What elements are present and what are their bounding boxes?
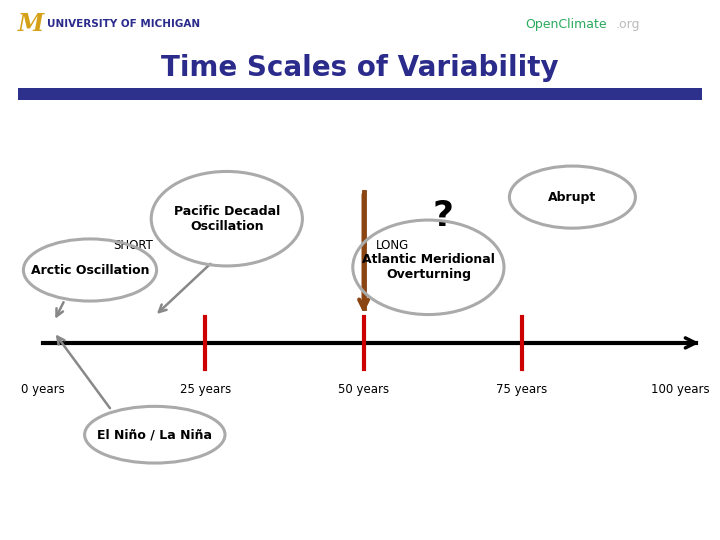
Text: 75 years: 75 years (496, 383, 548, 396)
Text: Pacific Decadal
Oscillation: Pacific Decadal Oscillation (174, 205, 280, 233)
Text: 50 years: 50 years (338, 383, 390, 396)
Text: UNIVERSITY OF MICHIGAN: UNIVERSITY OF MICHIGAN (47, 19, 200, 29)
Text: 100 years: 100 years (651, 383, 710, 396)
Text: Arctic Oscillation: Arctic Oscillation (31, 264, 149, 276)
Text: LONG: LONG (376, 239, 409, 252)
Text: 0 years: 0 years (22, 383, 65, 396)
Text: 25 years: 25 years (179, 383, 231, 396)
Text: Atlantic Meridional
Overturning: Atlantic Meridional Overturning (362, 253, 495, 281)
Bar (18, 88, 702, 100)
Text: ?: ? (432, 199, 454, 233)
Text: Abrupt: Abrupt (548, 191, 597, 204)
Text: M: M (18, 12, 44, 36)
Text: El Niño / La Niña: El Niño / La Niña (97, 428, 212, 441)
Text: SHORT: SHORT (113, 239, 153, 252)
Text: OpenClimate: OpenClimate (526, 18, 607, 31)
Text: Time Scales of Variability: Time Scales of Variability (161, 53, 559, 82)
Text: .org: .org (616, 18, 640, 31)
